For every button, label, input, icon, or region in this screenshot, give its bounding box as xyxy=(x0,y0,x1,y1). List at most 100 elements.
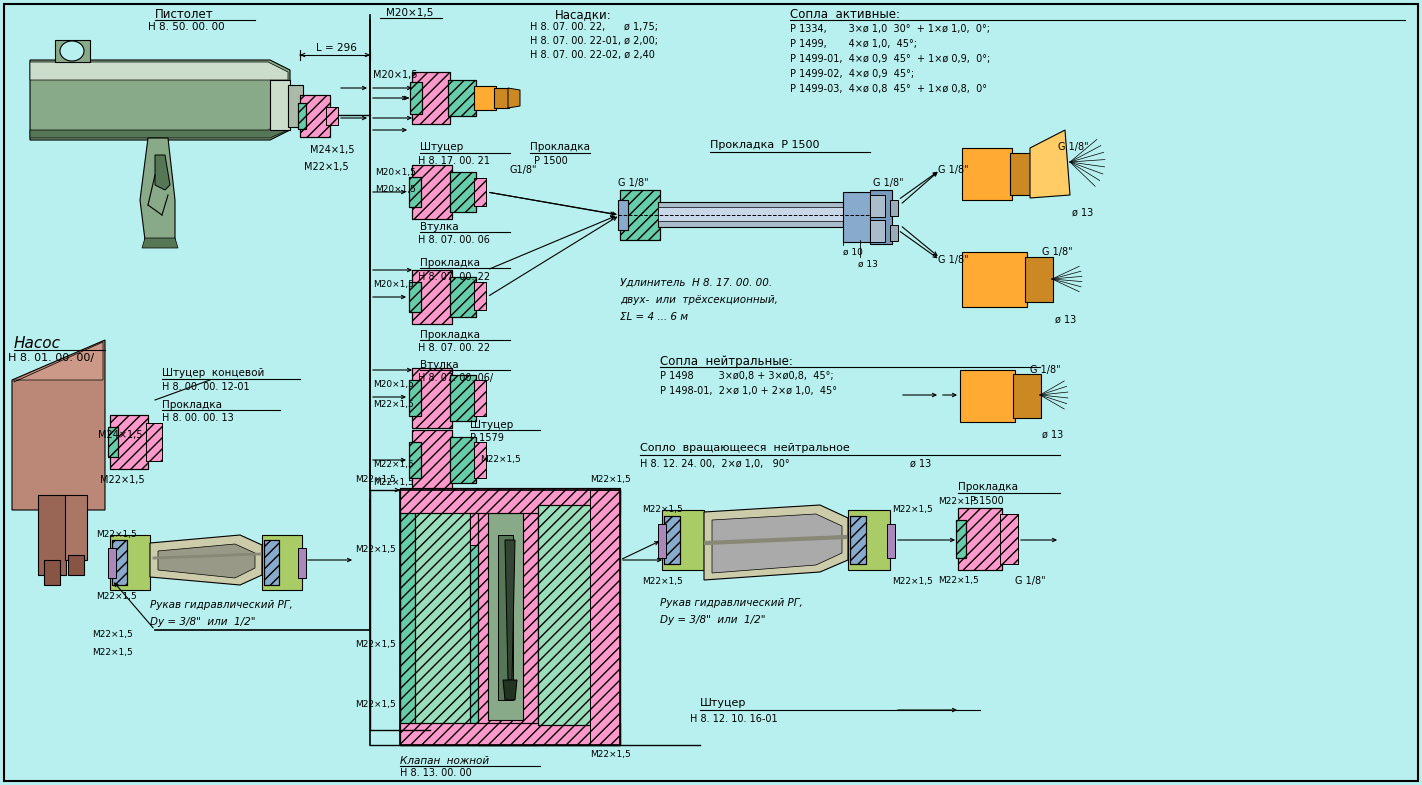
Text: M22×1,5: M22×1,5 xyxy=(590,475,631,484)
Text: ø 13: ø 13 xyxy=(857,260,877,269)
Text: M22×1,5: M22×1,5 xyxy=(892,505,933,514)
Text: Клапан  ножной: Клапан ножной xyxy=(400,756,489,766)
Text: M22×1,5: M22×1,5 xyxy=(939,497,978,506)
Text: ΣL = 4 ... 6 м: ΣL = 4 ... 6 м xyxy=(620,312,688,322)
Text: Р 1498        3×ø0,8 + 3×ø0,8,  45°;: Р 1498 3×ø0,8 + 3×ø0,8, 45°; xyxy=(660,371,833,381)
Text: Н 8. 13. 00. 00: Н 8. 13. 00. 00 xyxy=(400,768,472,778)
Polygon shape xyxy=(30,62,289,80)
Text: G 1/8": G 1/8" xyxy=(1015,576,1045,586)
Bar xyxy=(449,375,476,421)
Bar xyxy=(848,510,890,570)
Bar xyxy=(38,495,65,575)
Text: Dy = 3/8"  или  1/2": Dy = 3/8" или 1/2" xyxy=(660,615,765,625)
Bar xyxy=(299,548,306,578)
Polygon shape xyxy=(1030,130,1069,198)
Polygon shape xyxy=(142,238,178,248)
Bar xyxy=(410,82,422,114)
Polygon shape xyxy=(158,544,255,578)
Bar xyxy=(400,723,620,745)
Text: Сопло  вращающееся  нейтральное: Сопло вращающееся нейтральное xyxy=(640,443,850,453)
Text: L = 296: L = 296 xyxy=(316,43,357,53)
Text: M22×1,5: M22×1,5 xyxy=(304,162,348,172)
Bar xyxy=(658,524,665,558)
Text: M22×1,5: M22×1,5 xyxy=(356,640,395,649)
Text: ø 13: ø 13 xyxy=(910,459,931,469)
Text: M20×1,5: M20×1,5 xyxy=(373,280,414,289)
Bar xyxy=(108,427,118,457)
Bar xyxy=(474,442,486,478)
Bar xyxy=(410,380,421,416)
Bar xyxy=(410,442,421,478)
Text: M20×1,5: M20×1,5 xyxy=(387,8,434,18)
Bar xyxy=(299,103,306,129)
Bar xyxy=(68,555,84,575)
Bar xyxy=(299,103,306,129)
Bar xyxy=(1000,514,1018,564)
Bar xyxy=(478,490,538,745)
Bar xyxy=(412,165,452,219)
Text: M22×1,5: M22×1,5 xyxy=(356,475,395,484)
Text: Штуцер: Штуцер xyxy=(419,142,464,152)
Bar xyxy=(108,427,118,457)
Bar xyxy=(448,80,476,116)
Text: Н 8. 07. 00. 06: Н 8. 07. 00. 06 xyxy=(418,235,489,245)
Text: Н 8. 07. 00. 22: Н 8. 07. 00. 22 xyxy=(418,272,491,282)
Bar xyxy=(1012,374,1041,418)
Text: M22×1,5: M22×1,5 xyxy=(939,576,978,585)
Bar xyxy=(112,540,127,585)
Text: Н 8. 07. 00. 22,      ø 1,75;: Н 8. 07. 00. 22, ø 1,75; xyxy=(530,22,658,32)
Text: Р 1499-03,  4×ø 0,8  45°  + 1×ø 0,8,  0°: Р 1499-03, 4×ø 0,8 45° + 1×ø 0,8, 0° xyxy=(791,84,987,94)
Bar xyxy=(410,282,421,312)
Text: M22×1,5: M22×1,5 xyxy=(356,700,395,709)
Bar xyxy=(538,505,593,725)
Bar xyxy=(619,200,629,230)
Text: Р 1499-02,  4×ø 0,9  45°;: Р 1499-02, 4×ø 0,9 45°; xyxy=(791,69,914,79)
Text: Н 8. 17. 00. 21: Н 8. 17. 00. 21 xyxy=(418,156,491,166)
Text: Прокладка: Прокладка xyxy=(419,258,481,268)
Text: Удлинитель  Н 8. 17. 00. 00.: Удлинитель Н 8. 17. 00. 00. xyxy=(620,278,772,288)
Text: Р 1579: Р 1579 xyxy=(471,433,503,443)
Bar xyxy=(590,490,620,745)
Text: M20×1,5: M20×1,5 xyxy=(373,380,414,389)
Text: Рукав гидравлический РГ,: Рукав гидравлический РГ, xyxy=(660,598,803,608)
Text: Н 8. 07. 00. 22: Н 8. 07. 00. 22 xyxy=(418,343,491,353)
Bar xyxy=(663,510,704,570)
Text: Сопла  нейтральные:: Сопла нейтральные: xyxy=(660,355,793,368)
Text: M22×1,5: M22×1,5 xyxy=(373,460,414,469)
Bar xyxy=(448,80,476,116)
Bar xyxy=(289,85,303,127)
Bar xyxy=(415,505,471,725)
Text: M22×1,5: M22×1,5 xyxy=(373,400,414,409)
Bar xyxy=(956,520,966,558)
Bar xyxy=(474,86,496,110)
Text: Р 1334,       3×ø 1,0  30°  + 1×ø 1,0,  0°;: Р 1334, 3×ø 1,0 30° + 1×ø 1,0, 0°; xyxy=(791,24,990,34)
Bar xyxy=(664,516,680,564)
Text: M24×1,5: M24×1,5 xyxy=(98,430,142,440)
Bar xyxy=(300,95,330,137)
Text: M20×1,5: M20×1,5 xyxy=(375,168,415,177)
Text: Втулка: Втулка xyxy=(419,222,459,232)
Bar xyxy=(55,40,90,62)
Text: M24×1,5: M24×1,5 xyxy=(310,145,354,155)
Bar xyxy=(400,488,620,513)
Text: M22×1,5: M22×1,5 xyxy=(373,478,414,487)
Text: Н 8. 12. 10. 16-01: Н 8. 12. 10. 16-01 xyxy=(690,714,778,724)
Text: G 1/8": G 1/8" xyxy=(939,255,968,265)
Text: Р 1499,       4×ø 1,0,  45°;: Р 1499, 4×ø 1,0, 45°; xyxy=(791,39,917,49)
Bar xyxy=(590,490,620,745)
Text: G 1/8": G 1/8" xyxy=(1030,365,1061,375)
Bar xyxy=(474,380,486,416)
Text: Dy = 3/8"  или  1/2": Dy = 3/8" или 1/2" xyxy=(149,617,256,627)
Bar xyxy=(262,535,301,590)
Bar xyxy=(843,192,872,242)
Bar xyxy=(958,508,1003,570)
Text: Р 1500: Р 1500 xyxy=(970,496,1004,506)
Polygon shape xyxy=(149,535,262,585)
Bar xyxy=(412,430,452,490)
Text: Н 8. 07. 00. 22-02, ø 2,40: Н 8. 07. 00. 22-02, ø 2,40 xyxy=(530,50,656,60)
Text: G 1/8": G 1/8" xyxy=(873,178,903,188)
Bar xyxy=(474,380,486,416)
Bar xyxy=(410,82,422,114)
Polygon shape xyxy=(11,340,105,510)
Text: Р 1498-01,  2×ø 1,0 + 2×ø 1,0,  45°: Р 1498-01, 2×ø 1,0 + 2×ø 1,0, 45° xyxy=(660,386,838,396)
